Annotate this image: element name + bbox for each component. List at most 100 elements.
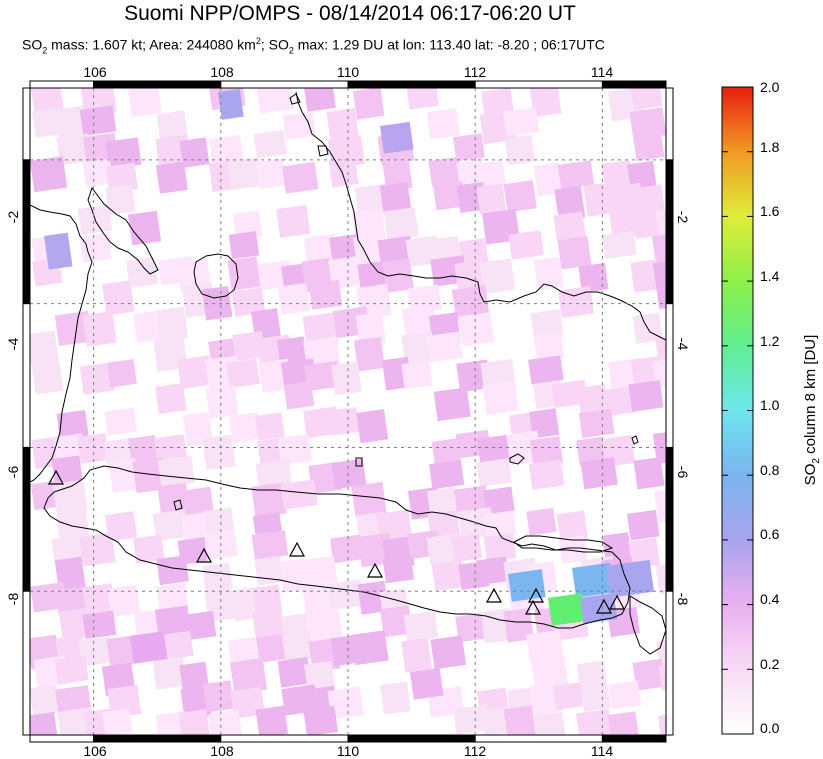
so2-pixel-46 (476, 160, 507, 191)
so2-pixel-33 (632, 130, 665, 161)
lat-right-label-0: -2 (675, 211, 691, 224)
so2-pixel-32 (504, 134, 536, 166)
so2-pixel-39 (226, 157, 263, 191)
so2-pixel-99 (454, 259, 488, 290)
so2-pixel-363 (606, 559, 655, 598)
so2-pixel-359 (380, 121, 414, 154)
frame-top-seg-5 (601, 80, 667, 89)
so2-pixels (30, 88, 666, 735)
so2-pixel-201 (255, 459, 293, 491)
so2-pixel-22 (56, 133, 92, 166)
volcano-icon-0 (47, 469, 65, 485)
so2-pixel-41 (282, 161, 319, 194)
so2-pixel-158 (652, 356, 666, 389)
frame-top-seg-1 (93, 80, 222, 89)
lon-bottom-label-0: 106 (83, 743, 107, 759)
madura-coastline (513, 535, 614, 553)
frame-bottom-seg-4 (474, 734, 603, 743)
so2-pixel-361 (508, 569, 546, 602)
so2-pixel-339 (553, 682, 584, 710)
so2-pixel-17 (326, 107, 359, 142)
so2-pixel-273 (252, 584, 283, 613)
so2-pixel-234 (626, 509, 660, 541)
frame-top-seg-3 (347, 80, 476, 89)
so2-pixel-367 (410, 667, 444, 700)
colorbar-label-1: 0.2 (760, 656, 780, 672)
lon-bottom-label-3: 112 (464, 743, 487, 759)
so2-pixel-97 (382, 258, 414, 293)
so2-pixel-360 (43, 232, 73, 270)
colorbar-label-4: 0.8 (760, 462, 780, 478)
volcano-icon-5 (527, 587, 545, 603)
so2-pixel-206 (528, 459, 565, 490)
so2-pixel-252 (156, 555, 189, 586)
so2-pixel-48 (557, 160, 595, 189)
so2-pixel-126 (458, 312, 495, 347)
so2-pixel-349 (255, 705, 289, 735)
so2-pixel-6 (352, 88, 385, 120)
so2-pixel-80 (405, 235, 441, 267)
so2-pixel-203 (331, 458, 367, 490)
so2-pixel-311 (526, 629, 564, 661)
bali-coastline (629, 595, 666, 655)
so2-pixel-50 (627, 160, 657, 191)
so2-pixel-11 (630, 88, 663, 110)
so2-pixel-274 (302, 584, 333, 620)
so2-pixel-265 (655, 560, 666, 595)
colorbar-label-5: 1.0 (760, 397, 780, 413)
belitung-coastline (193, 253, 239, 299)
island-6 (289, 93, 301, 105)
so2-pixel-159 (155, 383, 187, 415)
so2-pixel-12 (31, 107, 62, 138)
colorbar-label-7: 1.4 (760, 268, 780, 284)
so2-pixel-114 (557, 286, 594, 318)
lon-top-label-4: 114 (591, 64, 614, 80)
lon-bottom-label-4: 114 (591, 743, 614, 759)
so2-pixel-108 (231, 287, 266, 317)
so2-pixel-16 (282, 111, 316, 140)
frame-bottom-seg-3 (347, 734, 476, 743)
island-3 (355, 457, 363, 467)
lat-left-label-0: -2 (5, 211, 21, 224)
so2-pixel-215 (351, 481, 387, 518)
so2-pixel-167 (604, 385, 637, 416)
volcano-icon-4 (485, 587, 503, 603)
so2-pixel-101 (533, 256, 564, 291)
lon-top-label-2: 110 (337, 64, 360, 80)
so2-pixel-175 (329, 406, 361, 436)
so2-pixel-88 (126, 256, 159, 288)
so2-pixel-72 (655, 206, 666, 242)
so2-pixel-28 (253, 129, 287, 159)
so2-pixel-165 (551, 379, 588, 409)
island-5 (317, 145, 329, 157)
colorbar-title: SO2 column 8 km [DU] (802, 335, 822, 486)
so2-pixel-67 (383, 207, 419, 241)
frame-left-seg-1 (22, 159, 31, 305)
so2-pixel-5 (303, 88, 336, 112)
so2-pixel-316 (152, 657, 187, 690)
so2-pixel-205 (476, 458, 512, 487)
so2-pixel-351 (453, 704, 490, 735)
so2-pixel-100 (479, 258, 516, 294)
so2-pixel-256 (303, 555, 338, 589)
so2-pixel-299 (78, 636, 114, 667)
so2-pixel-24 (105, 137, 142, 170)
so2-pixel-233 (556, 510, 589, 544)
so2-pixel-170 (104, 407, 137, 436)
so2-pixel-358 (218, 88, 244, 120)
so2-pixel-310 (430, 635, 467, 670)
so2-pixel-309 (401, 637, 433, 673)
lat-right-label-3: -8 (675, 593, 691, 606)
lon-top-label-3: 112 (464, 64, 487, 80)
so2-pixel-105 (102, 280, 135, 316)
map-subtitle: SO2 mass: 1.607 kt; Area: 244080 km2; SO… (22, 36, 605, 56)
colorbar-tick-labels: 0.0 0.2 0.4 0.6 0.8 1.0 1.2 1.4 1.6 1.8 … (760, 79, 780, 736)
so2-pixel-20 (503, 107, 540, 137)
so2-pixel-221 (56, 510, 91, 546)
so2-pixel-219 (483, 486, 515, 516)
so2-pixel-350 (303, 705, 339, 735)
so2-pixel-241 (329, 534, 364, 564)
frame-right-seg-3 (665, 446, 674, 592)
so2-pixel-141 (31, 361, 64, 395)
so2-pixel-282 (82, 610, 117, 639)
